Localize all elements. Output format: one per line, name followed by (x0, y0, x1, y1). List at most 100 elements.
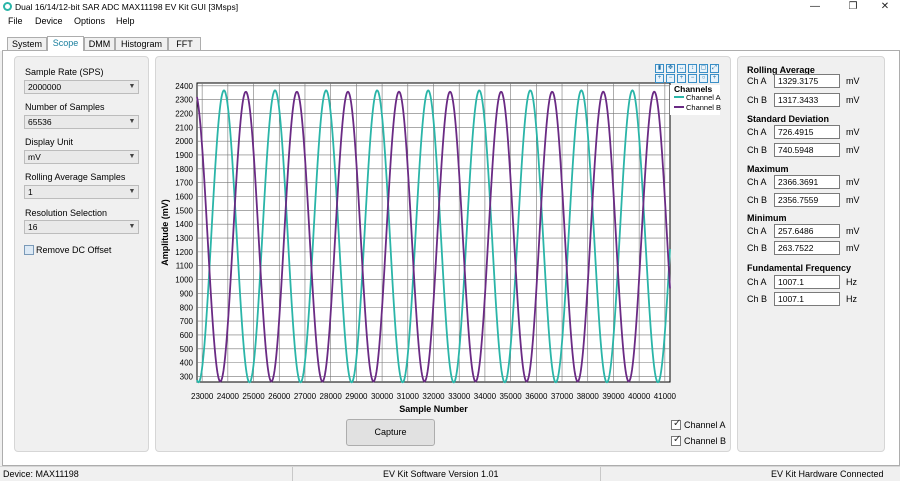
channel-a-checkbox[interactable] (671, 418, 681, 430)
menu-options[interactable]: Options (74, 16, 106, 26)
tab-scope[interactable]: Scope (47, 36, 84, 51)
zoom-x-icon[interactable]: ↔ (677, 64, 686, 73)
sample-rate-label: Sample Rate (SPS) (25, 67, 104, 77)
maximum-chb-unit: mV (846, 195, 860, 205)
channel-b-checkbox[interactable] (671, 434, 681, 446)
y-tick-label: 900 (180, 289, 194, 298)
resolution-select[interactable]: 16 ▼ (24, 220, 139, 234)
x-tick-label: 26000 (268, 392, 291, 401)
y-tick-label: 2400 (175, 82, 193, 91)
minimum-chb-unit: mV (846, 243, 860, 253)
y-tick-label: 1300 (175, 234, 193, 243)
tab-dmm[interactable]: DMM (84, 37, 115, 51)
minimum-cha-label: Ch A (747, 226, 767, 236)
x-tick-label: 29000 (345, 392, 368, 401)
std-dev-title: Standard Deviation (747, 114, 830, 124)
rolling-avg-value: 1 (28, 187, 33, 197)
x-tick-label: 27000 (294, 392, 317, 401)
zoom-in-x-icon[interactable]: + (677, 74, 686, 83)
chevron-down-icon: ▼ (128, 223, 136, 230)
y-tick-label: 600 (180, 331, 194, 340)
y-tick-label: 700 (180, 317, 194, 326)
chevron-down-icon: ▼ (128, 153, 136, 160)
y-tick-label: 2200 (175, 109, 193, 118)
rolling-average-title: Rolling Average (747, 65, 815, 75)
chevron-down-icon: ▼ (128, 188, 136, 195)
menu-file[interactable]: File (8, 16, 23, 26)
std-dev-cha-field[interactable]: 726.4915 (774, 125, 840, 139)
std-dev-chb-field[interactable]: 740.5948 (774, 143, 840, 157)
x-tick-label: 28000 (320, 392, 343, 401)
pan-icon[interactable]: ✥ (666, 64, 675, 73)
pause-icon[interactable]: ▮ (655, 64, 664, 73)
remove-dc-checkbox[interactable] (24, 245, 34, 255)
chevron-down-icon: ▼ (128, 118, 136, 125)
channel-b-check-label: Channel B (684, 436, 727, 446)
series-a-line (196, 89, 671, 384)
close-button[interactable]: ✕ (880, 1, 890, 12)
minimum-chb-field[interactable]: 263.7522 (774, 241, 840, 255)
fund-freq-cha-label: Ch A (747, 277, 767, 287)
fund-freq-chb-unit: Hz (846, 294, 857, 304)
num-samples-select[interactable]: 65536 ▼ (24, 115, 139, 129)
rolling-average-chb-unit: mV (846, 95, 860, 105)
zoom-fit-icon[interactable]: ⤢ (710, 64, 719, 73)
x-axis-label: Sample Number (399, 404, 468, 414)
maximum-cha-unit: mV (846, 177, 860, 187)
title-bar: Dual 16/14/12-bit SAR ADC MAX11198 EV Ki… (0, 0, 900, 14)
fund-freq-chb-field[interactable]: 1007.1 (774, 292, 840, 306)
y-tick-label: 1800 (175, 165, 193, 174)
capture-button[interactable]: Capture (346, 419, 435, 446)
zoom-out-x-icon[interactable]: − (688, 74, 697, 83)
zoom-in-icon[interactable]: + (655, 74, 664, 83)
x-tick-label: 38000 (577, 392, 600, 401)
rolling-avg-label: Rolling Average Samples (25, 172, 126, 182)
std-dev-chb-label: Ch B (747, 145, 768, 155)
maximum-cha-field[interactable]: 2366.3691 (774, 175, 840, 189)
y-tick-label: 2000 (175, 137, 193, 146)
y-tick-label: 1700 (175, 179, 193, 188)
std-dev-cha-label: Ch A (747, 127, 767, 137)
maximum-chb-label: Ch B (747, 195, 768, 205)
x-tick-label: 33000 (448, 392, 471, 401)
minimize-button[interactable]: — (810, 1, 820, 12)
x-tick-label: 39000 (602, 392, 625, 401)
y-tick-label: 800 (180, 303, 194, 312)
tab-fft[interactable]: FFT (168, 37, 201, 51)
zoom-reset-icon[interactable]: ○ (699, 74, 708, 83)
x-tick-label: 36000 (525, 392, 548, 401)
x-tick-label: 30000 (371, 392, 394, 401)
display-unit-value: mV (28, 152, 41, 162)
display-unit-select[interactable]: mV ▼ (24, 150, 139, 164)
maximize-button[interactable]: ❐ (848, 1, 858, 12)
tab-histogram[interactable]: Histogram (115, 37, 168, 51)
zoom-box-icon[interactable]: ▢ (699, 64, 708, 73)
rolling-average-cha-field[interactable]: 1329.3175 (774, 74, 840, 88)
rolling-average-chb-field[interactable]: 1317.3433 (774, 93, 840, 107)
std-dev-cha-unit: mV (846, 127, 860, 137)
menu-device[interactable]: Device (35, 16, 63, 26)
remove-dc-label: Remove DC Offset (36, 245, 112, 255)
status-device: Device: MAX11198 (3, 469, 79, 479)
menu-help[interactable]: Help (116, 16, 135, 26)
crosshair-icon[interactable]: + (710, 74, 719, 83)
maximum-chb-field[interactable]: 2356.7559 (774, 193, 840, 207)
x-tick-label: 35000 (499, 392, 522, 401)
x-tick-label: 32000 (422, 392, 445, 401)
y-axis-label: Amplitude (mV) (160, 199, 170, 266)
zoom-out-icon[interactable]: − (666, 74, 675, 83)
app-logo-icon (3, 2, 12, 11)
x-tick-label: 37000 (551, 392, 574, 401)
sample-rate-select[interactable]: 2000000 ▼ (24, 80, 139, 94)
minimum-title: Minimum (747, 213, 787, 223)
y-tick-label: 500 (180, 345, 194, 354)
legend-entry: Channel B (686, 103, 721, 112)
x-tick-label: 23000 (191, 392, 214, 401)
minimum-cha-field[interactable]: 257.6486 (774, 224, 840, 238)
rolling-avg-select[interactable]: 1 ▼ (24, 185, 139, 199)
zoom-y-icon[interactable]: ↕ (688, 64, 697, 73)
fund-freq-cha-field[interactable]: 1007.1 (774, 275, 840, 289)
tab-system[interactable]: System (7, 37, 47, 51)
num-samples-label: Number of Samples (25, 102, 105, 112)
